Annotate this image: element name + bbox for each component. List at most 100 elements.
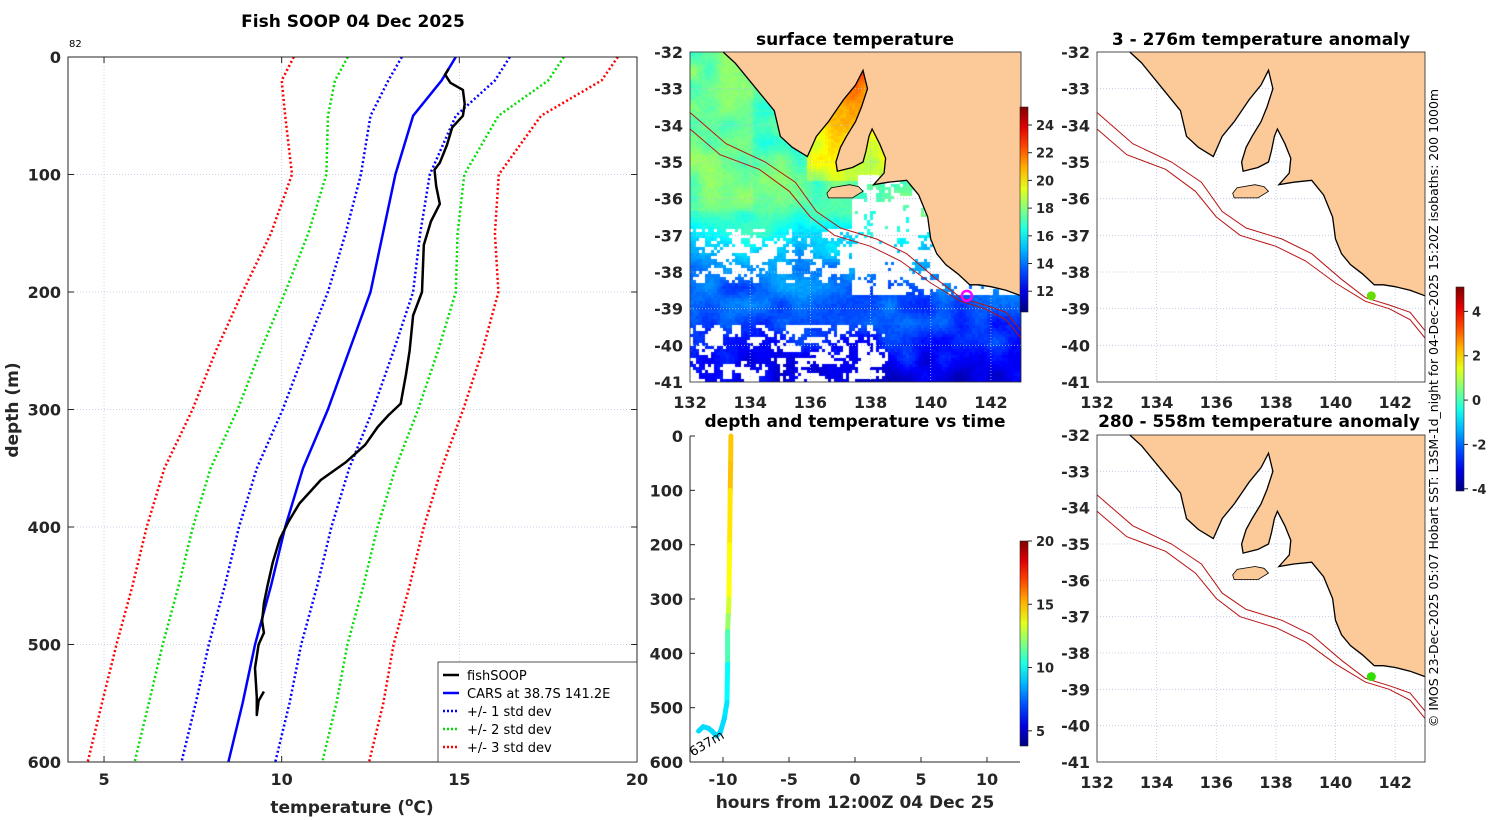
lat-tick-label: -36 xyxy=(1061,190,1090,209)
anomaly-marker xyxy=(1366,672,1376,682)
lon-tick-label: 140 xyxy=(914,393,947,412)
sst-map: 132 134 136 138 140 142 -32 -33 -34 -35 -36 -37 -38 -… xyxy=(654,43,1022,412)
profile-panel: Fish SOOP 04 Dec 2025 82 5 10 15 2001002003… xyxy=(3,12,648,818)
time-xlabel: hours from 12:00Z 04 Dec 25 xyxy=(716,793,995,813)
land xyxy=(723,52,1021,296)
lon-tick-label: 140 xyxy=(1319,773,1352,792)
anomaly-colorbar: -4 -2 0 2 4 xyxy=(1455,286,1486,498)
y-tick-label: 400 xyxy=(28,518,61,537)
std-dev-line-1-low xyxy=(180,56,403,763)
coastline xyxy=(722,51,1022,297)
trajectory-segment xyxy=(725,612,731,635)
y-tick-label: 300 xyxy=(650,590,683,609)
kangaroo-island xyxy=(826,184,864,199)
coastline xyxy=(1129,51,1426,297)
y-tick-label: 100 xyxy=(650,481,683,500)
max-depth-annotation: 637m xyxy=(687,728,727,760)
lon-tick-label: 138 xyxy=(1259,773,1292,792)
y-tick-label: 400 xyxy=(650,644,683,663)
y-tick-label: 600 xyxy=(28,753,61,772)
anomaly-shallow-title: 3 - 276m temperature anomaly xyxy=(1112,30,1410,50)
lon-tick-label: 138 xyxy=(1259,393,1292,412)
anomaly-deep-panel: 280 - 558m temperature anomaly 132 134 136… xyxy=(1061,412,1426,792)
lon-tick-label: 134 xyxy=(733,393,766,412)
y-tick-label: 200 xyxy=(650,536,683,555)
colorbar-gradient xyxy=(1455,286,1465,492)
lat-tick-label: -39 xyxy=(654,300,683,319)
colorbar-label: 18 xyxy=(1036,202,1054,217)
lat-tick-label: -37 xyxy=(654,226,683,245)
lat-tick-label: -41 xyxy=(1061,373,1090,392)
lon-tick-label: 142 xyxy=(974,393,1007,412)
x-tick-label: 10 xyxy=(271,770,293,789)
lat-tick-label: -32 xyxy=(1061,426,1090,445)
lat-tick-label: -37 xyxy=(1061,226,1090,245)
profile-grid xyxy=(68,56,638,763)
colorbar-label: 20 xyxy=(1036,535,1054,550)
y-tick-label: 200 xyxy=(28,283,61,302)
lat-tick-label: -36 xyxy=(1061,571,1090,590)
anomaly-deep-map: 132 134 136 138 140 142 -32 -33 -34 -35 -36 -37 -38 -… xyxy=(1061,426,1426,792)
lat-tick-label: -37 xyxy=(1061,608,1090,627)
legend-label: +/- 1 std dev xyxy=(467,705,552,720)
profile-count-label: 82 xyxy=(69,39,82,50)
colorbar-gradient xyxy=(1019,540,1029,747)
lon-tick-label: 136 xyxy=(1200,393,1233,412)
x-tick-label: 5 xyxy=(98,770,109,789)
std-dev-line-2-low xyxy=(133,56,349,763)
lon-tick-label: 136 xyxy=(1200,773,1233,792)
time-plot-title: depth and temperature vs time xyxy=(705,412,1006,432)
anomaly-shallow-map: 132 134 136 138 140 142 -32 -33 -34 -35 -36 -37 -38 -… xyxy=(1061,43,1426,412)
kangaroo-island xyxy=(1232,184,1270,199)
isobath-200m xyxy=(1096,494,1426,712)
lat-tick-label: -41 xyxy=(1061,753,1090,772)
lat-tick-label: -34 xyxy=(654,116,683,135)
lat-tick-label: -40 xyxy=(1061,717,1090,736)
lat-tick-label: -40 xyxy=(654,336,683,355)
std-dev-line-2-high xyxy=(320,56,565,763)
lat-tick-label: -39 xyxy=(1061,680,1090,699)
lon-tick-label: 142 xyxy=(1378,773,1411,792)
x-tick-label: -10 xyxy=(709,770,738,789)
std-dev-line-3-high xyxy=(367,56,619,763)
std-dev-line-1-high xyxy=(274,56,511,763)
isobath-1000m xyxy=(1096,128,1426,339)
colorbar-label: 22 xyxy=(1036,147,1054,162)
isobath-1000m xyxy=(689,128,1022,339)
trajectory-segment xyxy=(696,724,706,734)
lat-tick-label: -32 xyxy=(654,43,683,62)
y-tick-label: 300 xyxy=(28,401,61,420)
sst-map-panel: surface temperature 132 134 136 138 140 142 -3… xyxy=(654,30,1054,412)
lon-tick-label: 134 xyxy=(1140,393,1173,412)
lat-tick-label: -35 xyxy=(654,153,683,172)
colorbar-label: 24 xyxy=(1036,119,1054,134)
colorbar-label: 5 xyxy=(1036,725,1045,740)
lon-tick-label: 132 xyxy=(1080,773,1113,792)
isobath-200m xyxy=(689,112,1022,332)
y-tick-label: 600 xyxy=(650,753,683,772)
lat-tick-label: -39 xyxy=(1061,300,1090,319)
lon-tick-label: 140 xyxy=(1319,393,1352,412)
colorbar-label: 16 xyxy=(1036,230,1054,245)
x-tick-label: 0 xyxy=(849,770,860,789)
colorbar-label: 0 xyxy=(1472,394,1481,409)
legend-box xyxy=(437,661,638,763)
colorbar-gradient xyxy=(1019,106,1029,313)
colorbar-label: -2 xyxy=(1472,438,1486,453)
lon-tick-label: 138 xyxy=(854,393,887,412)
profile-xlabel: temperature (oC) xyxy=(270,795,433,818)
cars-line xyxy=(227,56,457,763)
legend-label: CARS at 38.7S 141.2E xyxy=(467,687,610,702)
x-tick-label: 15 xyxy=(448,770,470,789)
profile-title: Fish SOOP 04 Dec 2025 xyxy=(241,12,465,32)
map-axes-box xyxy=(1096,434,1426,763)
isobath-200m xyxy=(1096,112,1426,332)
x-tick-label: 5 xyxy=(915,770,926,789)
x-tick-label: 20 xyxy=(626,770,648,789)
sst-colorbar: 12 14 16 18 20 22 24 xyxy=(1019,106,1054,313)
lat-tick-label: -41 xyxy=(654,373,683,392)
lon-tick-label: 132 xyxy=(1080,393,1113,412)
y-tick-label: 0 xyxy=(672,427,683,446)
